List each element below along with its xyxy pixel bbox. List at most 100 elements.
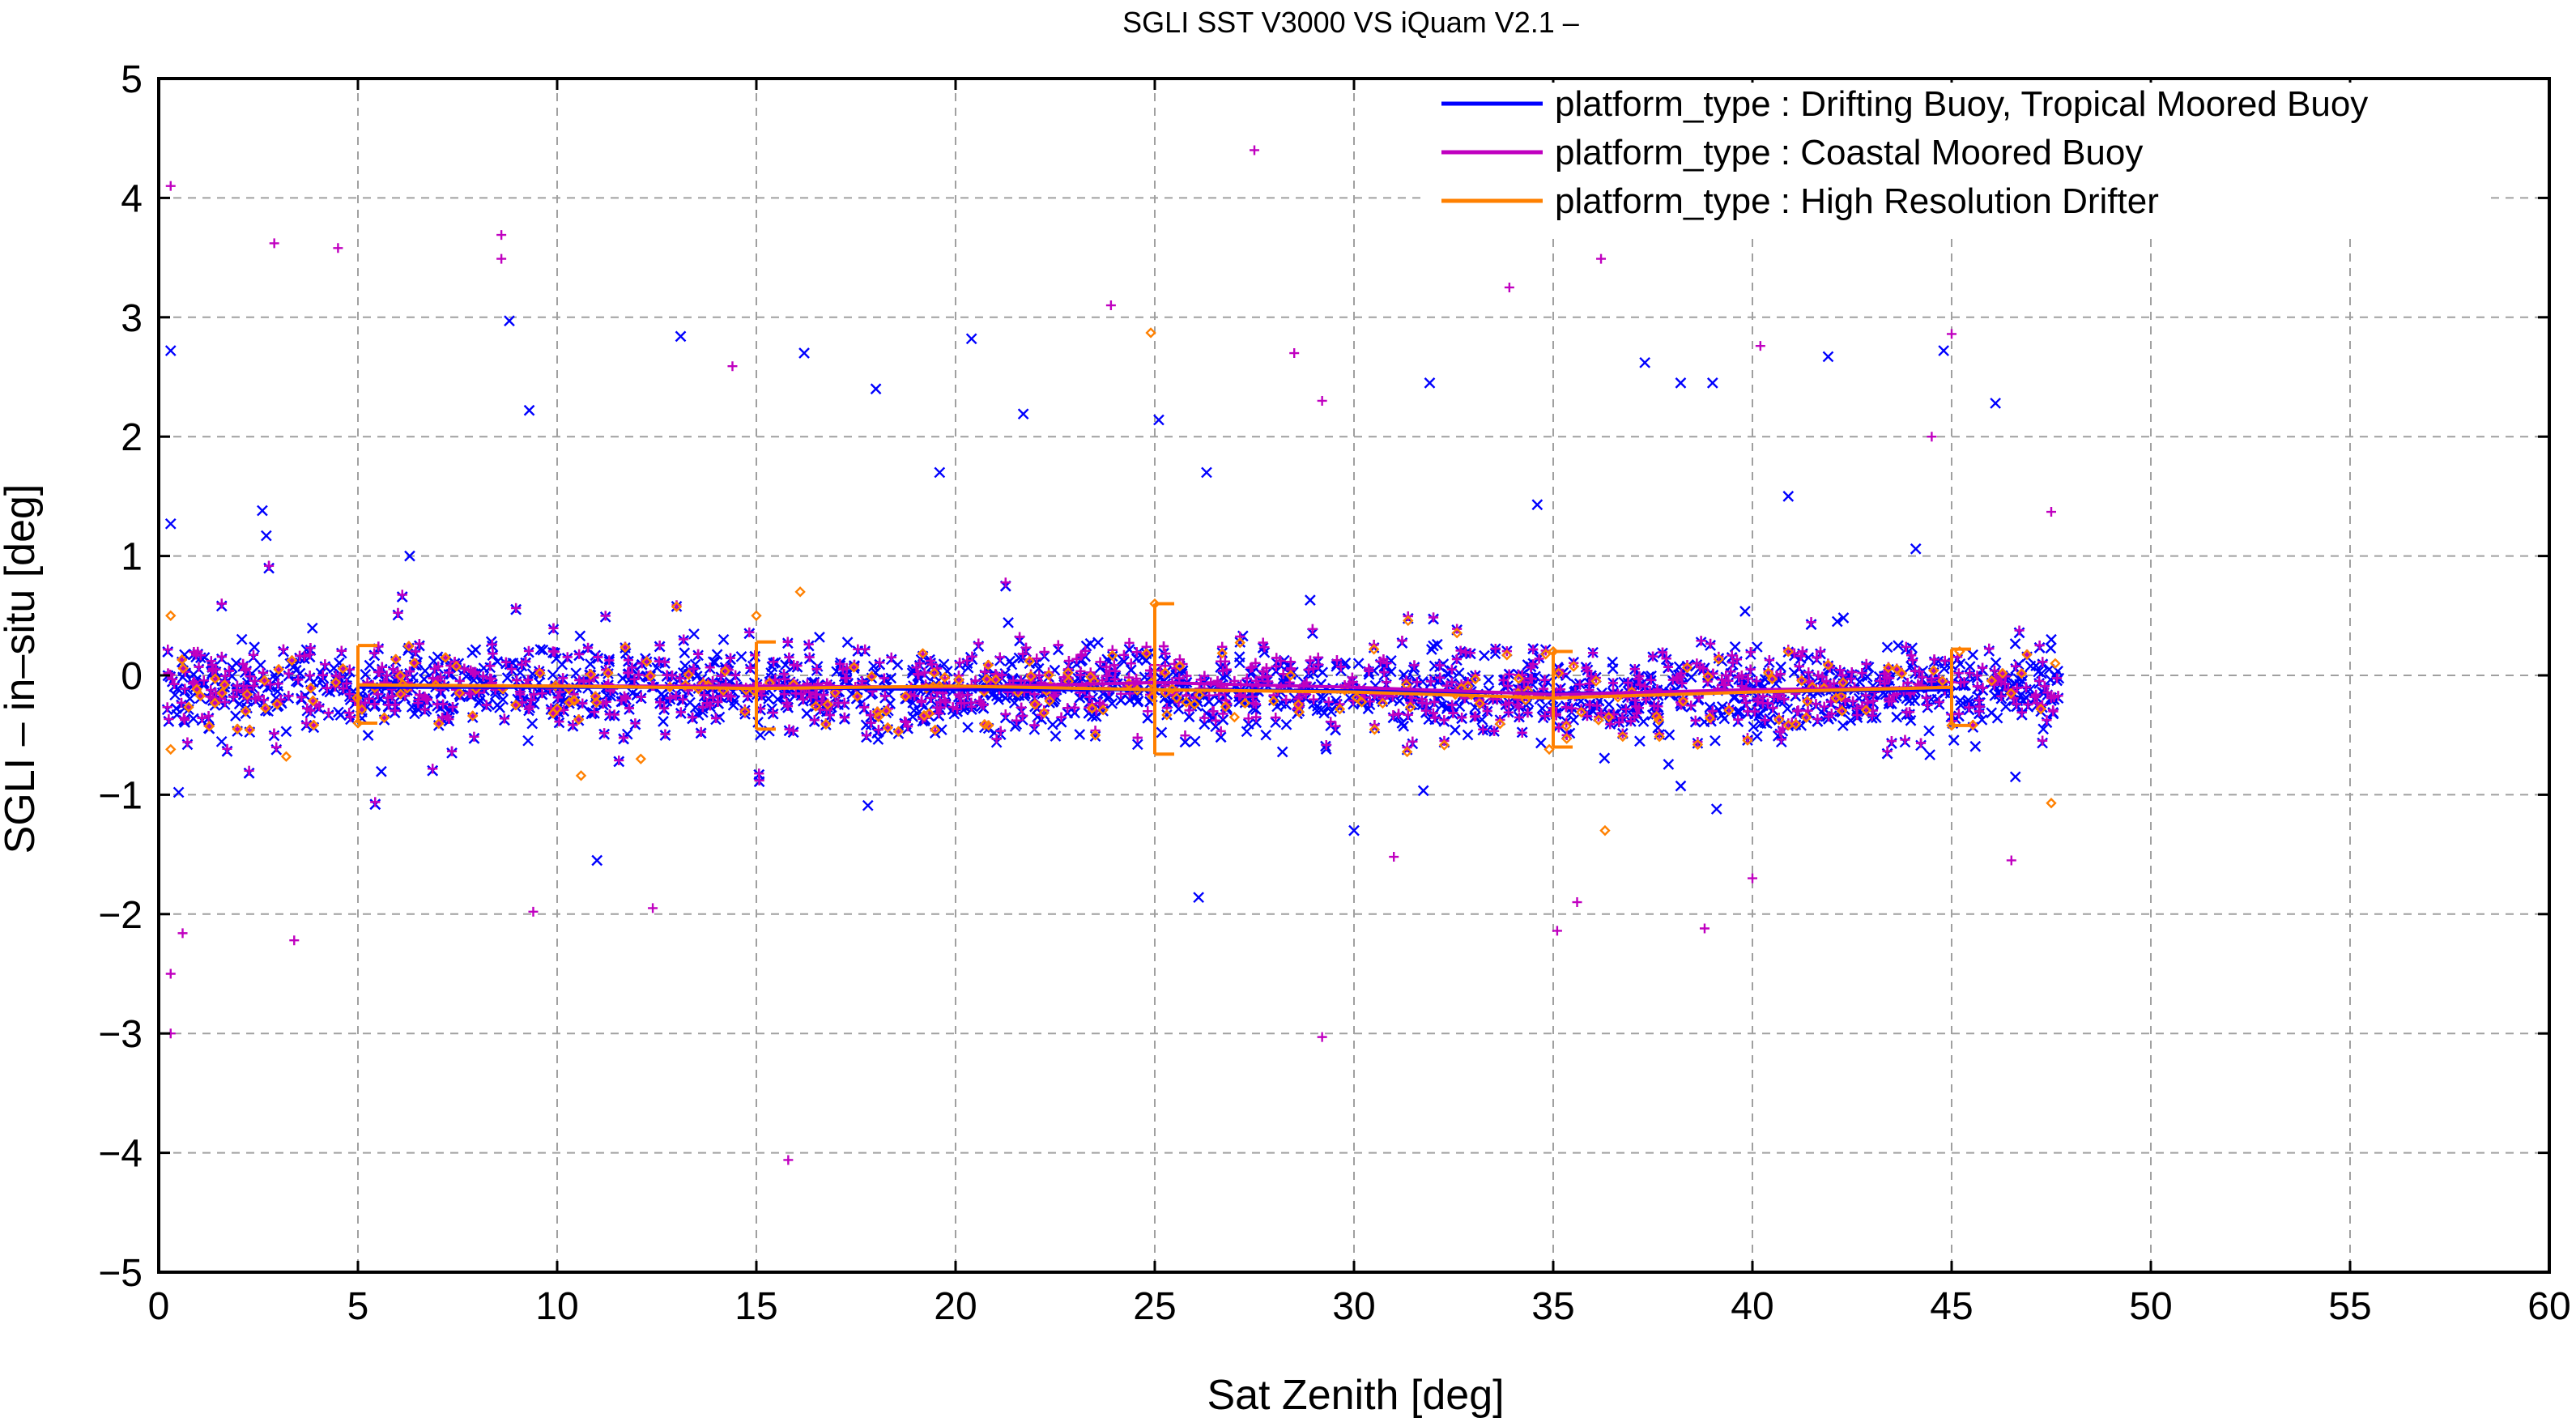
data-point (1080, 640, 1092, 652)
chart-title: SGLI SST V3000 VS iQuam V2.1 – (1122, 6, 1579, 39)
data-point (376, 765, 387, 777)
data-point (1130, 653, 1143, 665)
data-point (1663, 729, 1675, 741)
data-point (1074, 729, 1086, 740)
data-point (187, 713, 199, 725)
data-point (1986, 707, 1998, 719)
data-point (697, 706, 709, 718)
data-point (574, 630, 586, 642)
data-point (1964, 661, 1976, 672)
data-point (1271, 700, 1283, 713)
data-point (2009, 638, 2021, 649)
data-point (1634, 735, 1646, 747)
data-point (1990, 657, 2002, 669)
data-point (1047, 718, 1058, 730)
data-point (2036, 667, 2047, 679)
data-point (1156, 726, 1168, 739)
data-point (1385, 666, 1397, 678)
data-point (1417, 785, 1429, 797)
data-point (1132, 696, 1143, 708)
scatter-points (161, 145, 2065, 1165)
data-point (814, 632, 825, 643)
data-point (294, 667, 306, 679)
data-point (364, 659, 376, 671)
data-point (333, 706, 344, 718)
data-point (962, 722, 974, 734)
data-point (1710, 734, 1721, 747)
data-point (1837, 612, 1850, 624)
data-point (1280, 718, 1292, 730)
data-point (717, 633, 730, 645)
data-point (306, 622, 318, 634)
data-point (1893, 640, 1904, 652)
data-point (727, 699, 739, 711)
data-point (1607, 656, 1618, 668)
data-point (1234, 657, 1245, 669)
data-point (2000, 700, 2012, 713)
data-point (1270, 717, 1282, 729)
data-point (1685, 671, 1697, 683)
data-point (1050, 730, 1062, 742)
data-point (679, 647, 691, 659)
data-point (711, 649, 723, 661)
data-point (1845, 714, 1857, 726)
data-point (1976, 714, 1988, 726)
data-point (1748, 721, 1760, 733)
data-point (585, 658, 596, 670)
data-point (1831, 615, 1843, 628)
data-point (360, 669, 372, 680)
data-point (492, 656, 504, 667)
data-point (1234, 636, 1246, 648)
data-point (1663, 759, 1675, 770)
data-point (1106, 650, 1118, 662)
data-point (1131, 739, 1143, 751)
data-point (501, 672, 513, 683)
data-point (1728, 692, 1740, 704)
data-point (1140, 654, 1152, 666)
data-point (249, 641, 260, 653)
data-point (1398, 720, 1410, 732)
data-point (470, 644, 482, 656)
data-point (2045, 642, 2057, 654)
data-point (735, 650, 747, 662)
data-point (1003, 617, 1014, 628)
data-point (1739, 606, 1751, 617)
grid-lines (159, 79, 2549, 1272)
data-point (1200, 707, 1212, 719)
data-point (1535, 737, 1547, 749)
data-point (409, 708, 420, 720)
data-point (1969, 740, 1982, 752)
data-point (432, 651, 444, 663)
data-point (537, 644, 549, 656)
data-point (1189, 698, 1200, 710)
data-point (1004, 655, 1015, 667)
data-point (1751, 730, 1763, 743)
data-point (280, 726, 292, 738)
data-point (1881, 641, 1893, 654)
data-point (1216, 647, 1228, 658)
data-point (1675, 780, 1687, 792)
data-point (1599, 752, 1611, 764)
data-point (936, 724, 947, 736)
data-point (1326, 705, 1337, 717)
data-point (1891, 711, 1903, 723)
data-point (1106, 697, 1118, 709)
data-point (1924, 749, 1935, 760)
data-point (1652, 722, 1664, 734)
data-point (1483, 674, 1495, 686)
data-point (230, 657, 242, 669)
data-point (1276, 746, 1288, 758)
data-point (362, 730, 374, 742)
data-point (1462, 729, 1474, 741)
data-point (230, 710, 241, 722)
data-point (1189, 735, 1201, 747)
data-point (1260, 729, 1272, 741)
data-point (419, 665, 431, 677)
data-point (1479, 649, 1490, 662)
data-point (534, 644, 547, 655)
data-point (1775, 661, 1786, 673)
data-point (215, 735, 228, 747)
data-point (526, 717, 539, 730)
data-point (1837, 720, 1849, 731)
